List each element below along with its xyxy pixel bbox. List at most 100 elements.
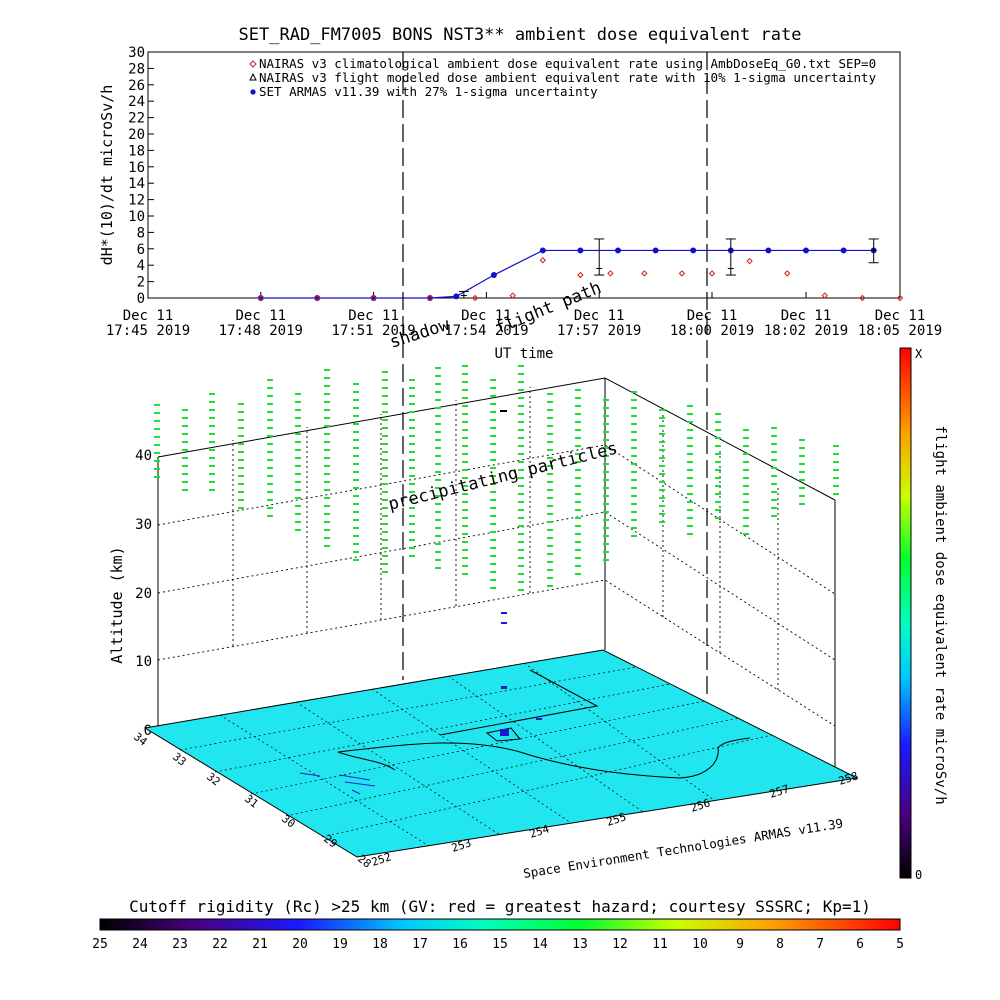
nairas-climatological-point (577, 271, 584, 279)
armas-series-point (652, 247, 659, 254)
y-tick-label: 16 (128, 160, 145, 176)
altitude-tick-0: 0 (144, 723, 152, 739)
y-tick-label: 10 (128, 209, 145, 225)
particles-annotation: precipitating particles (386, 438, 619, 514)
armas-series-point (765, 247, 772, 254)
x-tick-label-time: 18:02 2019 (764, 323, 848, 339)
x-tick-label-time: 17:45 2019 (106, 323, 190, 339)
cutoff-rigidity-tick-label: 23 (172, 937, 188, 952)
cutoff-rigidity-tick-label: 13 (572, 937, 588, 952)
cutoff-rigidity-tick-label: 11 (652, 937, 668, 952)
cutoff-rigidity-tick-label: 12 (612, 937, 628, 952)
x-tick-label-time: 18:05 2019 (858, 323, 942, 339)
cutoff-rigidity-tick-label: 7 (816, 937, 824, 952)
nairas-climatological-point (783, 270, 791, 277)
x-tick-label-date: Dec 11 (461, 308, 512, 324)
y-tick-label: 26 (128, 78, 145, 94)
precipitating-particles (154, 365, 839, 591)
altitude-tick-20: 20 (135, 586, 152, 602)
y-tick-label: 0 (137, 291, 145, 307)
chart-title: SET_RAD_FM7005 BONS NST3** ambient dose … (239, 25, 802, 45)
altitude-tick-30: 30 (135, 517, 152, 533)
dose-colorbar: X 0 flight ambient dose equivalent rate … (899, 347, 948, 882)
nairas-climatological-point (896, 294, 904, 302)
x-tick-label-date: Dec 11 (123, 308, 174, 324)
y-tick-label: 22 (128, 111, 145, 127)
nairas-climatological-point (471, 294, 479, 302)
svg-text:254: 254 (528, 822, 551, 841)
cutoff-rigidity-tick-label: 16 (452, 937, 468, 952)
svg-text:28: 28 (355, 852, 373, 870)
x-tick-label-time: 17:51 2019 (331, 323, 415, 339)
cutoff-rigidity-tick-label: 14 (532, 937, 548, 952)
cutoff-rigidity-tick-label: 5 (896, 937, 904, 952)
armas-series-point (690, 247, 697, 254)
plot-frame (147, 51, 901, 299)
y-tick-label: 28 (128, 61, 145, 77)
cutoff-rigidity-tick-label: 10 (692, 937, 708, 952)
dose-colorbar-gradient (899, 347, 912, 879)
svg-text:252: 252 (370, 850, 393, 869)
nairas-climatological-point (821, 292, 829, 299)
y-tick-label: 8 (137, 225, 145, 241)
dose-colorbar-title: flight ambient dose equivalent rate micr… (932, 425, 948, 804)
y-tick-label: 4 (137, 258, 145, 274)
cutoff-rigidity-tick-label: 6 (856, 937, 864, 952)
altitude-tick-40: 40 (135, 448, 152, 464)
nairas-climatological-point (509, 292, 516, 299)
cutoff-rigidity-tick-label: 8 (776, 937, 784, 952)
y-tick-label: 14 (128, 176, 145, 192)
svg-text:258: 258 (837, 769, 860, 788)
armas-series-point (577, 247, 584, 254)
nairas-climatological-point (859, 294, 866, 302)
y-tick-label: 30 (128, 45, 145, 61)
svg-text:29: 29 (321, 832, 339, 850)
x-tick-label-date: Dec 11 (781, 308, 832, 324)
armas-series-point (539, 247, 546, 254)
svg-text:30: 30 (279, 812, 297, 830)
cutoff-rigidity-tick-label: 17 (412, 937, 428, 952)
x-tick-label-date: Dec 11 (875, 308, 926, 324)
dose-colorbar-top-label: X (915, 347, 923, 361)
y-tick-label: 24 (128, 94, 145, 110)
svg-text:256: 256 (689, 796, 712, 815)
cutoff-rigidity-tick-label: 22 (212, 937, 228, 952)
nairas-climatological-point (607, 270, 614, 277)
y-tick-label: 2 (137, 275, 145, 291)
flight-data-markers (500, 410, 542, 736)
legend-entry-nairas-climatological: NAIRAS v3 climatological ambient dose eq… (259, 56, 876, 71)
cutoff-rigidity-title: Cutoff rigidity (Rc) >25 km (GV: red = g… (129, 897, 871, 916)
cutoff-rigidity-tick-label: 24 (132, 937, 148, 952)
legend-triangle-marker (249, 72, 257, 81)
cutoff-rigidity-tick-label: 25 (92, 937, 108, 952)
x-axis-label: UT time (494, 346, 553, 362)
nairas-climatological-point (678, 270, 686, 277)
nairas-climatological-point (746, 257, 753, 265)
armas-series-point (490, 272, 497, 279)
nairas-climatological-point (313, 294, 321, 302)
legend-diamond-marker (249, 60, 257, 68)
y-tick-label: 18 (128, 143, 145, 159)
cutoff-rigidity-tick-label: 20 (292, 937, 308, 952)
cutoff-rigidity-gradient (99, 918, 901, 931)
altitude-tick-10: 10 (135, 654, 152, 670)
nairas-climatological-point (257, 294, 265, 302)
nairas-climatological-point (708, 270, 716, 277)
cutoff-rigidity-tick-label: 19 (332, 937, 348, 952)
svg-text:255: 255 (605, 810, 628, 829)
nairas-climatological-point (370, 294, 377, 302)
map-outlines (299, 669, 751, 795)
nairas-climatological-point (426, 294, 434, 302)
y-tick-label: 20 (128, 127, 145, 143)
armas-series-point (615, 247, 621, 254)
x-tick-label-date: Dec 11 (687, 308, 738, 324)
cutoff-rigidity-ticks: 25 24 23 22 21 20 19 18 17 16 15 14 13 12 11 10 9 8 7 6 5 (92, 937, 904, 952)
y-tick-label: 12 (128, 193, 145, 209)
x-tick-label-time: 17:57 2019 (557, 323, 641, 339)
x-tick-label-time: 17:48 2019 (219, 323, 303, 339)
nairas-climatological-point (641, 270, 648, 277)
x-tick-label-date: Dec 11 (574, 308, 625, 324)
legend-entry-nairas-flight: NAIRAS v3 flight modeled dose ambient eq… (259, 70, 877, 85)
